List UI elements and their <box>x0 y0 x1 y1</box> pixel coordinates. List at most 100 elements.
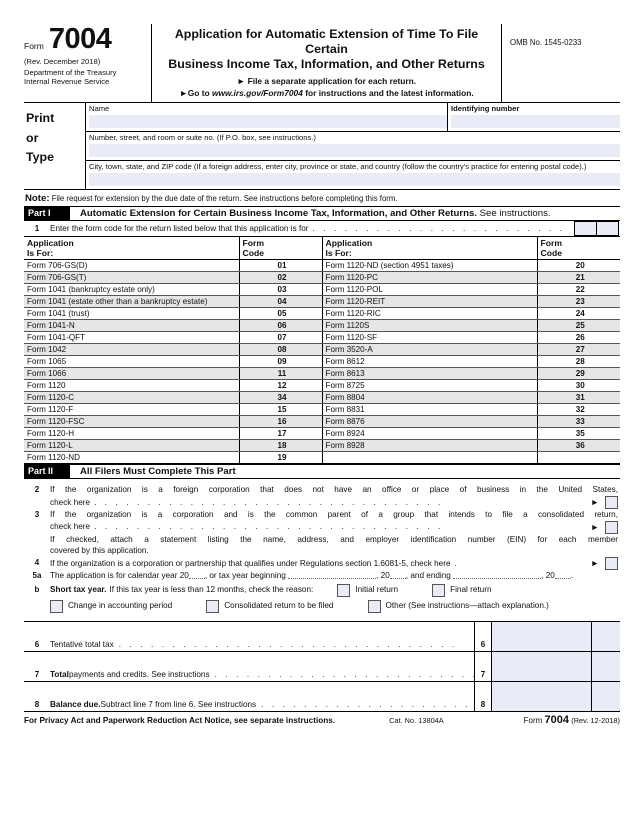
part-2-badge: Part II <box>24 465 70 479</box>
line-4-checkbox[interactable] <box>605 556 618 570</box>
code-row-application-left: Form 706-GS(D) <box>24 259 239 273</box>
header-application-left: Application Is For: <box>24 237 239 261</box>
code-row-application-left: Form 1041 (bankruptcy estate only) <box>24 283 239 297</box>
code-row-application-right: Form 8725 <box>322 379 537 393</box>
code-row-code-left: 02 <box>238 271 323 285</box>
omb-number: OMB No. 1545-0233 <box>510 38 582 47</box>
code-row-application-right: Form 8876 <box>322 415 537 429</box>
line-5a-text-4: , and ending <box>405 570 451 580</box>
print-label: Print <box>26 111 55 126</box>
tax-year-begin-year-input[interactable] <box>389 577 406 579</box>
form-title-block: Application for Automatic Extension of T… <box>152 24 502 103</box>
amount-line-leader-dots: . . . . . . . . . . . . . . . . . . . . … <box>118 639 458 649</box>
part-2-header: Part II All Filers Must Complete This Pa… <box>24 464 620 480</box>
instruction-bullet-1: ► File a separate application for each r… <box>158 76 495 87</box>
initial-return-checkbox[interactable] <box>337 583 351 597</box>
header-application-l2: Is For: <box>27 248 54 259</box>
code-row-application-left: Form 1120-FSC <box>24 415 239 429</box>
amount-line-label-rest: Tentative total tax <box>50 639 114 649</box>
code-row-application-left: Form 1041-QFT <box>24 331 239 345</box>
city-caption: City, town, state, and ZIP code (If a fo… <box>89 162 587 172</box>
header-code-l1: Form <box>242 238 264 249</box>
line-1-form-code-input[interactable] <box>574 221 619 237</box>
line-3-checkbox[interactable] <box>605 520 618 534</box>
part-2-title: All Filers Must Complete This Part <box>80 466 236 478</box>
street-caption: Number, street, and room or suite no. (I… <box>89 133 316 143</box>
tax-year-begin-input[interactable] <box>288 577 377 579</box>
amount-line-row: 8 Balance due. Subtract line 7 from line … <box>24 680 620 711</box>
line-5a-text-1: The application is for calendar year 20 <box>50 570 189 580</box>
amount-cents-input[interactable] <box>592 621 620 651</box>
form-code-digit-1[interactable] <box>575 222 596 236</box>
part-1-header: Part I Automatic Extension for Certain B… <box>24 207 620 222</box>
amount-dollars-input[interactable] <box>491 621 592 651</box>
calendar-year-input[interactable] <box>188 577 205 579</box>
code-row-code-right: 25 <box>536 319 620 333</box>
code-row-application-right: Form 1120-RIC <box>322 307 537 321</box>
code-row-code-left: 07 <box>238 331 323 345</box>
line-2-check-here: check here <box>50 497 91 507</box>
name-field-cell: Name <box>86 103 448 132</box>
line-4-text: If the organization is a corporation or … <box>50 558 451 568</box>
change-accounting-period-checkbox[interactable] <box>50 599 63 613</box>
code-row-code-right: 21 <box>536 271 620 285</box>
line-5b-text: If this tax year is less than 12 months,… <box>109 585 314 595</box>
code-row-application-left: Form 1120-ND <box>24 451 239 465</box>
arrow-icon: ► <box>236 76 246 87</box>
line-1-leader-dots: . . . . . . . . . . . . . . . . . . . . … <box>312 224 566 234</box>
code-row-code-right <box>536 451 620 465</box>
name-caption: Name <box>89 104 110 114</box>
table-row: Form 1120-L 18 Form 8928 36 <box>24 439 620 453</box>
city-input[interactable] <box>89 173 620 187</box>
amount-cents-input[interactable] <box>592 651 620 681</box>
note-text: File request for extension by the due da… <box>51 193 398 203</box>
amount-dollars-input[interactable] <box>491 681 592 711</box>
code-row-code-left: 15 <box>238 403 323 417</box>
code-row-code-left: 05 <box>238 307 323 321</box>
code-row-application-right: Form 8612 <box>322 355 537 369</box>
code-row-application-left: Form 1041 (trust) <box>24 307 239 321</box>
final-return-checkbox[interactable] <box>432 583 446 597</box>
code-row-code-right: 24 <box>536 307 620 321</box>
amount-cents-input[interactable] <box>592 681 620 711</box>
code-row-code-right: 29 <box>536 367 620 381</box>
line-5a-text-5: , 20 <box>541 570 555 580</box>
header-code-left: Form Code <box>238 237 323 261</box>
identifying-number-input[interactable] <box>451 115 620 129</box>
street-input[interactable] <box>89 144 620 158</box>
irs-website-link[interactable]: www.irs.gov/Form7004 <box>211 87 303 98</box>
line-5b: b Short tax year. If this tax year is le… <box>24 583 620 613</box>
other-reason-checkbox[interactable] <box>367 599 381 613</box>
consolidated-return-checkbox[interactable] <box>206 599 220 613</box>
part-1-badge: Part I <box>24 207 70 221</box>
form-title-line-2: Business Income Tax, Information, and Ot… <box>168 57 485 72</box>
type-label: Type <box>26 149 54 164</box>
amount-dollars-input[interactable] <box>491 651 592 681</box>
code-row-application-left: Form 1120-L <box>24 439 239 453</box>
code-row-application-right: Form 8928 <box>322 439 537 453</box>
code-row-code-right: 23 <box>536 295 620 309</box>
line-3-note-2: covered by this application. <box>50 546 149 556</box>
amount-line-label-rest: Subtract line 7 from line 6. See instruc… <box>100 699 257 709</box>
amount-line-number: 7 <box>34 669 40 679</box>
table-row: Form 1041 (trust) 05 Form 1120-RIC 24 <box>24 307 620 321</box>
code-row-code-left: 01 <box>238 259 323 273</box>
code-row-application-left: Form 1065 <box>24 355 239 369</box>
code-row-code-left: 16 <box>238 415 323 429</box>
table-row: Form 1041 (estate other than a bankruptc… <box>24 295 620 309</box>
table-row: Form 706-GS(D) 01 Form 1120-ND (section 49… <box>24 259 620 273</box>
line-2-checkbox[interactable] <box>605 495 618 509</box>
tax-year-end-year-input[interactable] <box>554 577 571 579</box>
code-row-application-right: Form 8831 <box>322 403 537 417</box>
name-input[interactable] <box>89 115 447 129</box>
code-row-code-left: 17 <box>238 427 323 441</box>
privacy-act-notice: For Privacy Act and Paperwork Reduction … <box>24 715 336 725</box>
line-5a-number: 5a <box>32 570 42 580</box>
form-code-digit-2[interactable] <box>596 222 618 236</box>
tax-year-end-input[interactable] <box>453 577 542 579</box>
line-5a-text-3: , 20 <box>376 570 390 580</box>
form-number: 7004 <box>48 23 112 55</box>
footer-form-number: 7004 <box>544 713 570 726</box>
table-row: Form 1041 (bankruptcy estate only) 03 Form… <box>24 283 620 297</box>
